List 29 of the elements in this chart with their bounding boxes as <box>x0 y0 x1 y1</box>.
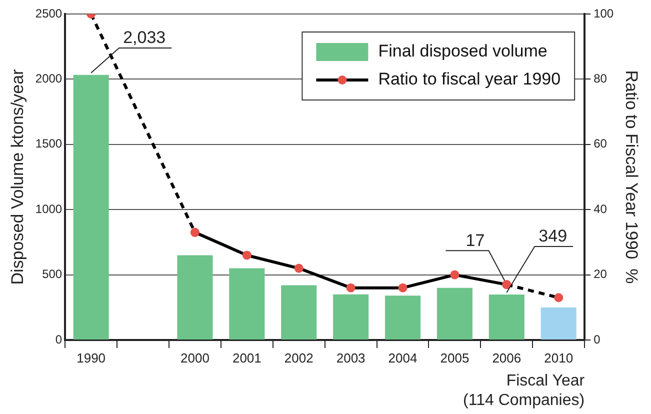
y2-tick-label: 100 <box>594 6 614 20</box>
y2-tick-label: 60 <box>594 136 608 151</box>
x-tick-label: 2003 <box>336 350 366 366</box>
x-tick-label: 2000 <box>180 350 210 366</box>
x-tick-label: 1990 <box>76 350 106 366</box>
x-tick-label: 2006 <box>492 350 522 366</box>
legend-label: Final disposed volume <box>378 42 548 61</box>
legend-label: Ratio to fiscal year 1990 <box>378 70 561 89</box>
y-tick-label: 2000 <box>35 72 62 86</box>
y2-tick-label: 20 <box>594 267 608 282</box>
x-axis-title: Fiscal Year (114 Companies) <box>463 372 586 409</box>
y-tick-label: 0 <box>55 332 62 346</box>
y-tick-label: 1000 <box>35 202 62 216</box>
y2-tick-label: 0 <box>594 332 601 346</box>
y2-tick-label: 80 <box>594 72 608 86</box>
x-tick-label: 2002 <box>284 350 314 366</box>
x-tick-label: 2001 <box>232 350 262 366</box>
y2-tick-label: 40 <box>594 202 608 216</box>
data-label: 349 <box>538 226 568 246</box>
y-axis-title: Disposed Volume ktons/year <box>8 68 27 285</box>
y-tick-label: 500 <box>42 267 62 282</box>
data-label: 2,033 <box>123 28 166 48</box>
y-tick-label: 1500 <box>35 136 62 151</box>
y-tick-label: 2500 <box>35 6 62 20</box>
data-label: 17 <box>466 230 485 250</box>
x-tick-label: 2004 <box>388 350 418 366</box>
x-tick-label: 2005 <box>440 350 470 366</box>
x-tick-label: 2010 <box>544 350 574 366</box>
y2-axis-title: Ratio to Fiscal Year 1990 % <box>622 70 642 284</box>
